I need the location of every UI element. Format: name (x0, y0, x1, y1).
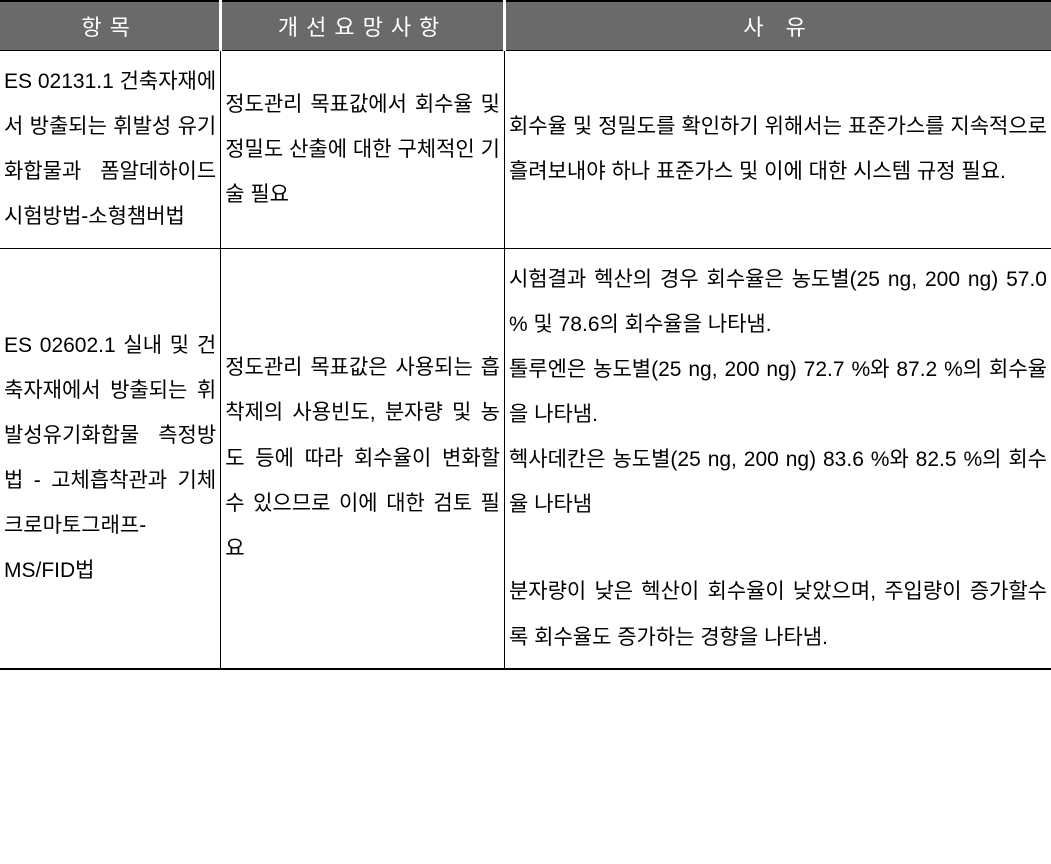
header-item: 항목 (0, 1, 221, 51)
cell-item: ES 02602.1 실내 및 건축자재에서 방출되는 휘발성유기화합물 측정방… (0, 248, 221, 669)
table-row: ES 02602.1 실내 및 건축자재에서 방출되는 휘발성유기화합물 측정방… (0, 248, 1051, 669)
cell-reason: 시험결과 헥산의 경우 회수율은 농도별(25 ng, 200 ng) 57.0… (504, 248, 1051, 669)
reason-para: 톨루엔은 농도별(25 ng, 200 ng) 72.7 %와 87.2 %의 … (509, 347, 1047, 437)
cell-item: ES 02131.1 건축자재에서 방출되는 휘발성 유기화합물과 폼알데하이드… (0, 51, 221, 249)
reason-para: 시험결과 헥산의 경우 회수율은 농도별(25 ng, 200 ng) 57.0… (509, 257, 1047, 347)
reason-para: 헥사데칸은 농도별(25 ng, 200 ng) 83.6 %와 82.5 %의… (509, 437, 1047, 527)
reason-para: 분자량이 낮은 헥산이 회수율이 낮았으며, 주입량이 증가할수록 회수율도 증… (509, 569, 1047, 659)
header-row: 항목 개선요망사항 사 유 (0, 1, 1051, 51)
cell-improvement: 정도관리 목표값은 사용되는 흡착제의 사용빈도, 분자량 및 농도 등에 따라… (221, 248, 505, 669)
cell-improvement: 정도관리 목표값에서 회수율 및 정밀도 산출에 대한 구체적인 기술 필요 (221, 51, 505, 249)
header-reason: 사 유 (504, 1, 1051, 51)
table-row: ES 02131.1 건축자재에서 방출되는 휘발성 유기화합물과 폼알데하이드… (0, 51, 1051, 249)
cell-reason: 회수율 및 정밀도를 확인하기 위해서는 표준가스를 지속적으로 흘려보내야 하… (504, 51, 1051, 249)
header-improvement: 개선요망사항 (221, 1, 505, 51)
requirements-table: 항목 개선요망사항 사 유 ES 02131.1 건축자재에서 방출되는 휘발성… (0, 0, 1051, 670)
